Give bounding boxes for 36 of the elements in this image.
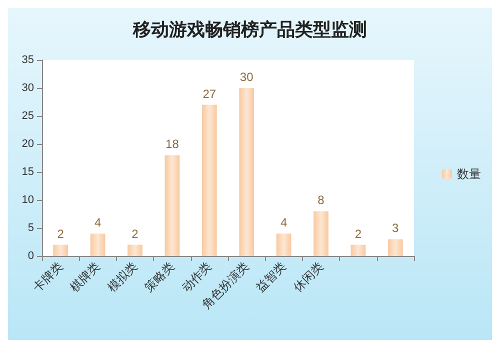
bar	[53, 244, 68, 256]
y-tick-label: 15	[22, 166, 34, 178]
x-tick-label: 卡牌类	[30, 259, 66, 294]
bar	[350, 244, 366, 256]
y-tick-label: 30	[22, 82, 34, 94]
data-label: 4	[280, 216, 288, 230]
y-tick-label: 20	[22, 138, 34, 150]
bar	[128, 244, 142, 256]
data-label: 2	[354, 226, 362, 241]
bar	[202, 104, 217, 256]
bar	[90, 234, 106, 256]
y-tick-label: 35	[22, 54, 34, 66]
data-label: 3	[392, 221, 400, 236]
legend-label: 数量	[457, 167, 481, 181]
bar	[276, 234, 292, 256]
bar	[164, 155, 180, 256]
bar	[239, 88, 254, 256]
data-label: 27	[202, 86, 216, 101]
x-tick-label: 休闲类	[290, 259, 326, 294]
data-label: 30	[240, 70, 254, 84]
y-tick-label: 25	[22, 110, 34, 122]
x-tick-label: 模拟类	[104, 259, 140, 294]
data-label: 8	[318, 193, 325, 208]
x-tick-label: 策略类	[142, 259, 178, 294]
x-tick-label: 棋牌类	[67, 259, 103, 294]
y-tick-label: 10	[22, 194, 34, 206]
x-tick-label: 益智类	[253, 259, 289, 294]
data-label: 18	[166, 137, 180, 152]
bar	[388, 239, 403, 256]
data-label: 2	[132, 226, 139, 241]
y-tick-label: 5	[28, 222, 34, 234]
y-tick-label: 0	[28, 250, 34, 262]
data-label: 2	[57, 226, 64, 241]
bar	[314, 211, 328, 256]
chart-title: 移动游戏畅销榜产品类型监测	[132, 20, 367, 40]
data-label: 4	[94, 216, 102, 230]
